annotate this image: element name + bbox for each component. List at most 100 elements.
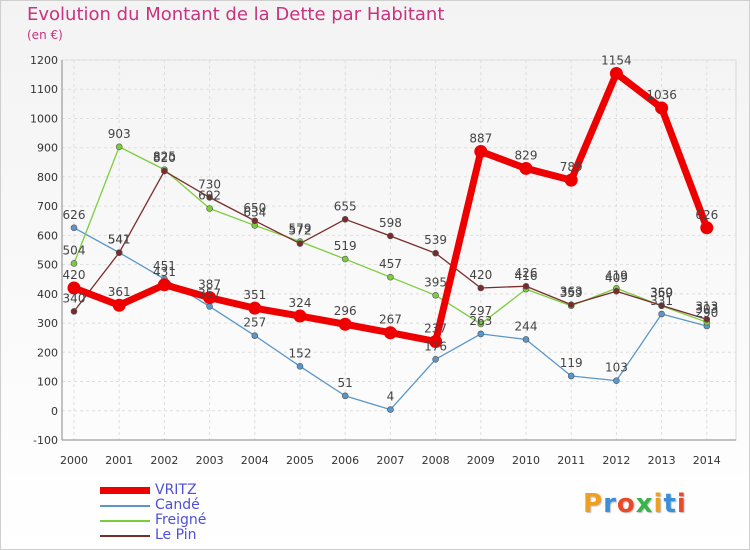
- data-point-vritz: [293, 309, 307, 323]
- legend-label: VRITZ: [155, 482, 197, 498]
- x-tick-label: 2013: [648, 454, 676, 467]
- y-tick-label: 1200: [30, 54, 58, 67]
- data-point-vritz: [383, 326, 397, 340]
- data-label-le-pin: 313: [695, 299, 718, 313]
- logo-letter: i: [653, 489, 664, 519]
- data-point-cande: [432, 356, 439, 363]
- legend-swatch: [100, 520, 150, 522]
- data-label-vritz: 887: [469, 131, 492, 145]
- data-label-freigne: 504: [63, 243, 86, 257]
- data-point-cande: [70, 224, 78, 232]
- data-label-vritz: 237: [424, 321, 447, 335]
- data-point-cande: [341, 392, 349, 400]
- data-label-freigne: 416: [515, 269, 538, 283]
- data-point-le-pin: [703, 315, 711, 323]
- y-tick-label: 600: [37, 229, 58, 242]
- y-tick-label: 1000: [30, 112, 58, 125]
- data-label-vritz: 361: [108, 285, 131, 299]
- data-point-vritz: [248, 301, 262, 315]
- data-point-cande: [477, 330, 485, 338]
- data-point-vritz: [429, 334, 443, 348]
- legend-label: Candé: [155, 497, 200, 513]
- y-tick-label: 300: [37, 317, 58, 330]
- data-point-le-pin: [70, 308, 78, 315]
- legend-swatch: [100, 505, 150, 507]
- data-label-freigne: 419: [605, 268, 628, 282]
- y-tick-label: 400: [37, 288, 58, 301]
- logo-letter: o: [616, 489, 636, 519]
- data-label-freigne: 825: [153, 150, 176, 164]
- logo-letter: r: [603, 489, 617, 519]
- legend-swatch: [100, 487, 150, 494]
- data-label-freigne: 359: [560, 286, 583, 300]
- data-label-freigne: 634: [243, 205, 266, 219]
- data-label-vritz: 1036: [646, 88, 677, 102]
- data-label-freigne: 692: [198, 188, 221, 202]
- data-point-vritz: [609, 66, 623, 80]
- data-label-cande: 331: [650, 294, 673, 308]
- data-point-freigne: [432, 292, 439, 299]
- data-label-vritz: 296: [334, 304, 357, 318]
- data-point-freigne: [70, 260, 78, 267]
- x-tick-label: 2006: [331, 454, 359, 467]
- data-label-freigne: 303: [695, 302, 718, 316]
- data-point-le-pin: [206, 194, 213, 201]
- data-label-vritz: 324: [289, 296, 312, 310]
- data-point-cande: [658, 310, 665, 318]
- x-tick-label: 2011: [557, 454, 585, 467]
- data-point-le-pin: [341, 216, 349, 223]
- y-tick-label: 700: [37, 200, 58, 213]
- data-point-vritz: [564, 173, 578, 187]
- data-label-freigne: 297: [469, 304, 492, 318]
- data-point-le-pin: [477, 284, 485, 292]
- proxiti-logo: Proxiti: [583, 489, 687, 519]
- data-label-le-pin: 360: [650, 286, 673, 300]
- x-tick-label: 2001: [105, 454, 133, 467]
- legend-label: Freigné: [155, 512, 207, 528]
- data-point-le-pin: [161, 167, 168, 175]
- x-tick-label: 2007: [376, 454, 404, 467]
- logo-letter: P: [583, 489, 604, 519]
- x-tick-label: 2005: [286, 454, 314, 467]
- data-point-vritz: [203, 291, 217, 305]
- data-point-freigne: [477, 320, 485, 328]
- data-point-cande: [567, 372, 575, 380]
- data-label-le-pin: 340: [63, 291, 86, 305]
- logo-letter: x: [635, 489, 654, 519]
- data-label-vritz: 267: [379, 313, 402, 327]
- data-label-vritz: 789: [560, 160, 583, 174]
- data-point-cande: [296, 363, 304, 370]
- data-point-le-pin: [296, 240, 304, 247]
- y-tick-label: 800: [37, 171, 58, 184]
- data-point-le-pin: [613, 287, 620, 295]
- data-label-cande: 176: [424, 339, 447, 353]
- data-point-freigne: [206, 205, 213, 212]
- data-point-vritz: [519, 161, 533, 175]
- data-point-freigne: [387, 273, 394, 281]
- data-label-le-pin: 650: [243, 201, 266, 215]
- data-label-le-pin: 572: [289, 224, 312, 238]
- data-label-le-pin: 426: [515, 266, 538, 280]
- data-label-le-pin: 363: [560, 285, 583, 299]
- data-label-freigne: 903: [108, 127, 131, 141]
- y-tick-label: 500: [37, 259, 58, 272]
- data-point-vritz: [112, 298, 126, 312]
- x-tick-label: 2008: [422, 454, 450, 467]
- data-label-freigne: 395: [424, 275, 447, 289]
- x-tick-label: 2003: [196, 454, 224, 467]
- plot-area: [61, 59, 737, 441]
- data-point-vritz: [655, 101, 669, 115]
- logo-letter: t: [663, 489, 677, 519]
- data-label-cande: 541: [108, 233, 131, 247]
- data-label-vritz: 351: [243, 288, 266, 302]
- y-tick-label: 900: [37, 142, 58, 155]
- data-label-cande: 290: [695, 306, 718, 320]
- data-label-le-pin: 730: [198, 177, 221, 191]
- data-label-vritz: 626: [695, 208, 718, 222]
- data-point-le-pin: [251, 217, 259, 225]
- data-label-le-pin: 655: [334, 199, 357, 213]
- y-tick-label: -100: [33, 434, 58, 447]
- data-label-cande: 152: [289, 346, 312, 360]
- x-tick-label: 2012: [602, 454, 630, 467]
